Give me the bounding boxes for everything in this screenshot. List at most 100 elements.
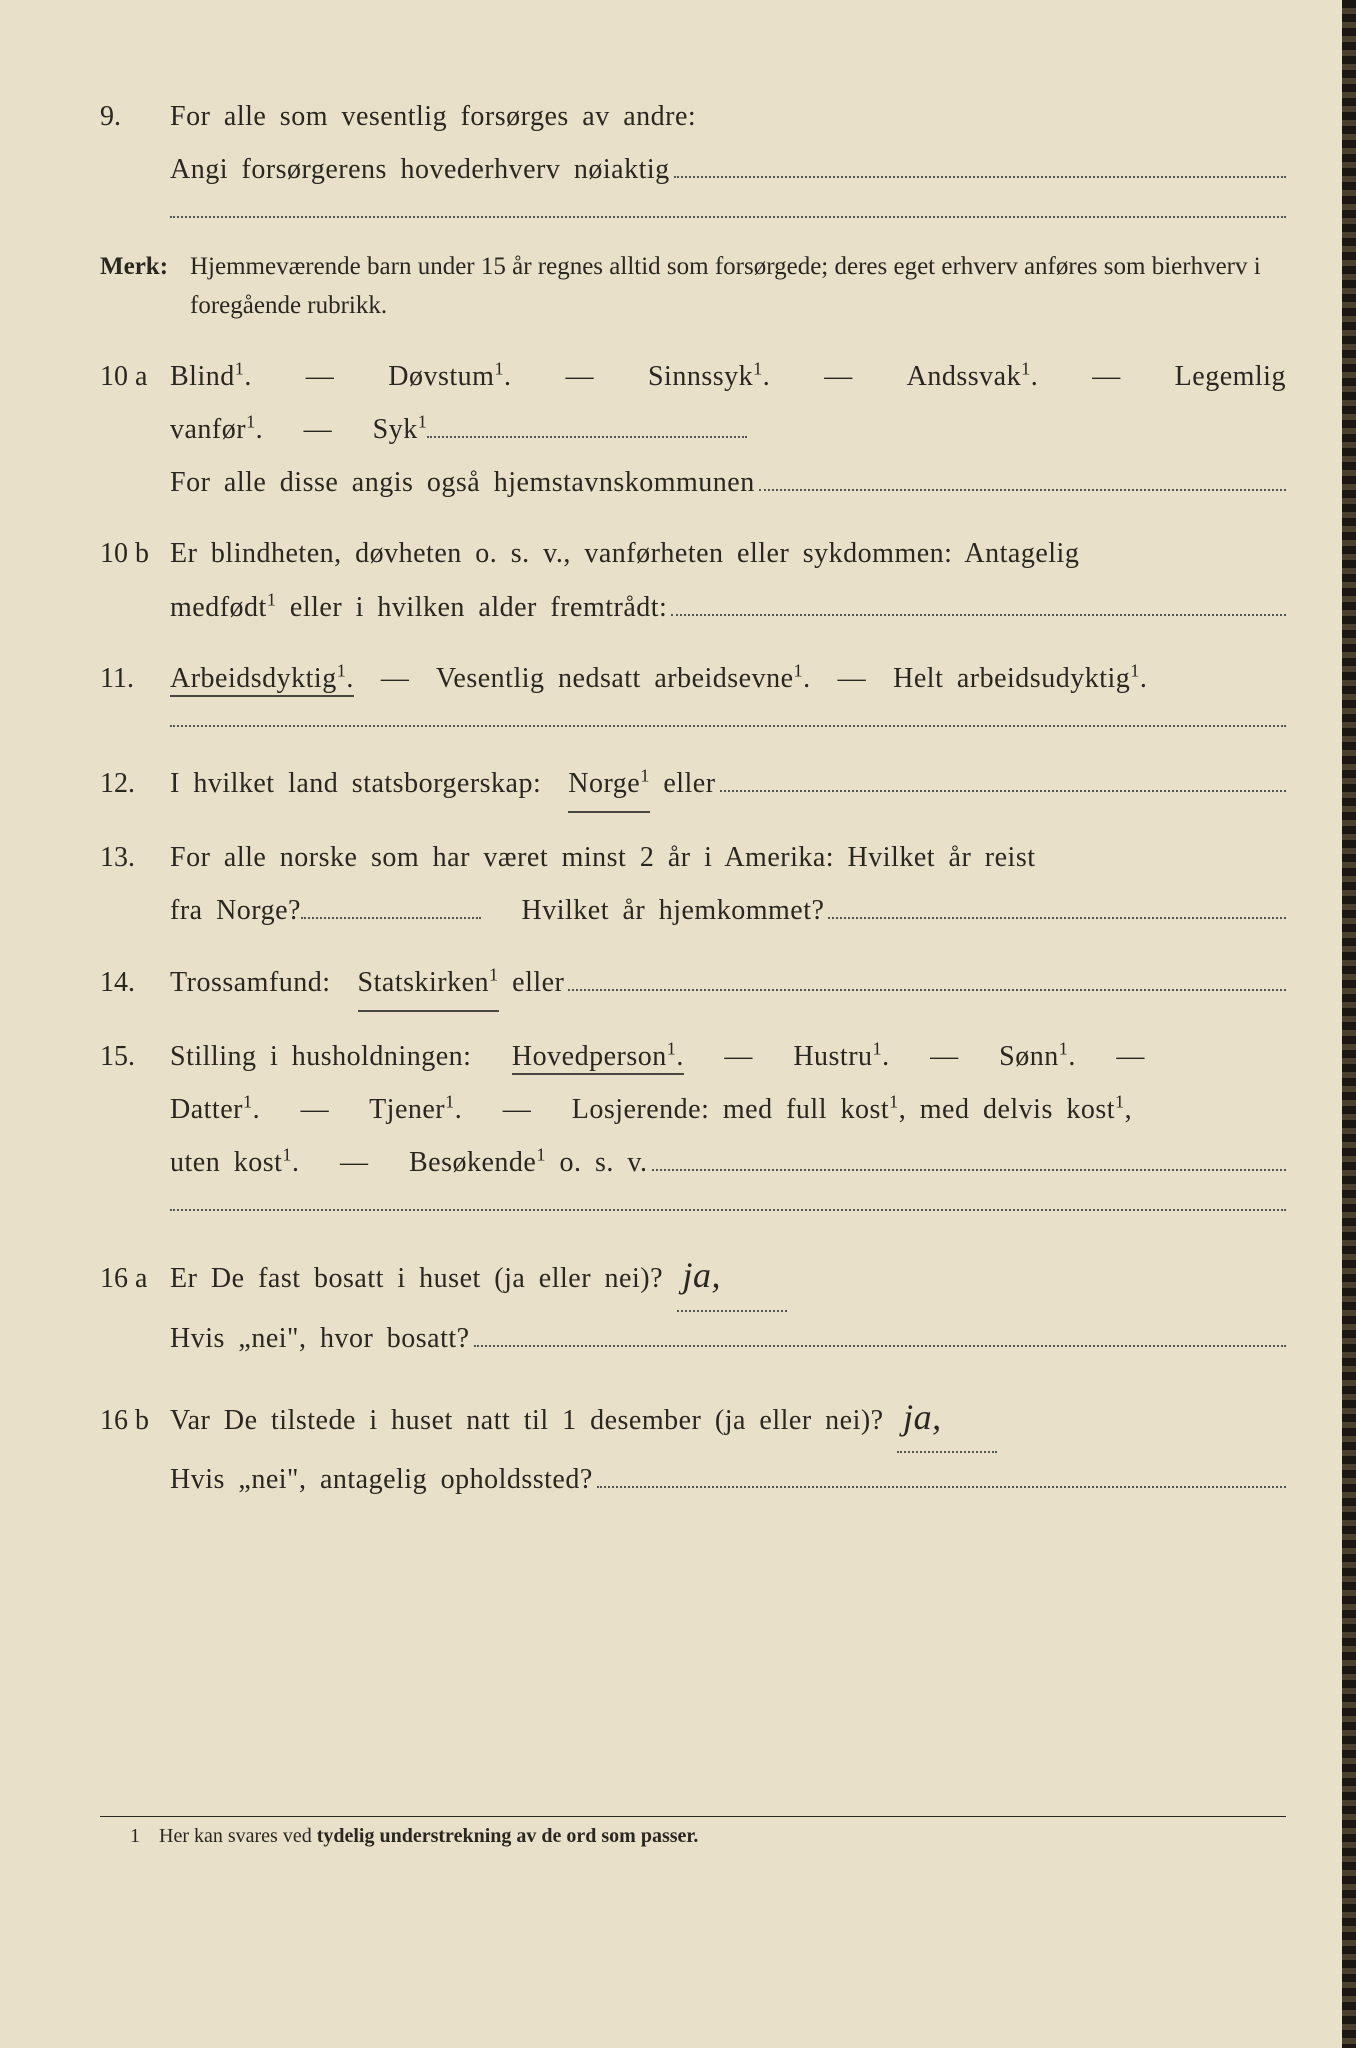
question-14: 14. Trossamfund: Statskirken1 eller — [100, 956, 1286, 1012]
divider — [170, 725, 1286, 727]
q9-number: 9. — [100, 90, 170, 143]
divider — [170, 1209, 1286, 1211]
opt-norge: Norge — [568, 768, 640, 799]
opt-arbeidsdyktig: Arbeidsdyktig — [170, 663, 337, 694]
sup: 1 — [243, 1092, 253, 1112]
sup: 1 — [445, 1092, 455, 1112]
q10b-line1: Er blindheten, døvheten o. s. v., vanfør… — [170, 527, 1286, 580]
fill-line — [674, 145, 1286, 179]
q10b-number: 10 b — [100, 527, 170, 580]
sup: 1 — [489, 964, 499, 984]
opt-hustru: Hustru — [793, 1041, 872, 1072]
sup: 1 — [1115, 1092, 1125, 1112]
sep: — — [381, 663, 410, 694]
sup: 1 — [753, 359, 763, 379]
q13-fra-norge: fra Norge? — [170, 884, 301, 937]
sup: 1 — [282, 1145, 292, 1165]
q16a-content: Er De fast bosatt i huset (ja eller nei)… — [170, 1241, 1286, 1365]
fill-line — [720, 758, 1286, 792]
q15-line2: Datter1. — Tjener1. — Losjerende: med fu… — [170, 1083, 1286, 1136]
opt-legemlig: Legemlig — [1175, 350, 1286, 403]
sup: 1 — [889, 1092, 899, 1112]
q15-number: 15. — [100, 1030, 170, 1083]
opt-vanfor: vanfør — [170, 414, 246, 445]
q16b-line2: Hvis „nei", antagelig opholdssted? — [170, 1453, 593, 1506]
opt-dovstum: Døvstum — [388, 361, 494, 392]
q9-content: For alle som vesentlig forsørges av andr… — [170, 90, 1286, 196]
form-page: 9. For alle som vesentlig forsørges av a… — [100, 90, 1286, 1506]
sep: — — [503, 1094, 532, 1125]
q13-line2-row: fra Norge? Hvilket år hjemkommet? — [170, 884, 1286, 937]
q10b-line2-row: medfødt1 eller i hvilken alder fremtrådt… — [170, 581, 1286, 634]
sep: — — [838, 663, 867, 694]
sup: 1 — [873, 1038, 883, 1058]
fill-line — [427, 436, 747, 438]
divider — [170, 216, 1286, 218]
q15-text: Stilling i husholdningen: — [170, 1041, 471, 1072]
q15-content: Stilling i husholdningen: Hovedperson1. … — [170, 1030, 1286, 1190]
sup: 1 — [267, 589, 277, 609]
sup: 1 — [667, 1038, 677, 1058]
sup: 1 — [1130, 660, 1140, 680]
q10a-line2: vanfør1. — Syk1 — [170, 403, 1286, 456]
q16b-answer: ja, — [897, 1397, 948, 1437]
sep: — — [566, 350, 595, 403]
answer-line: ja, — [677, 1241, 787, 1311]
fill-line — [568, 957, 1286, 991]
sup: 1 — [536, 1145, 546, 1165]
sep: — — [930, 1041, 959, 1072]
answer-line: ja, — [897, 1383, 997, 1453]
merk-note: Merk: Hjemmeværende barn under 15 år reg… — [100, 248, 1286, 326]
opt-delvis-kost: med delvis kost — [920, 1094, 1115, 1125]
opt-statskirken: Statskirken — [358, 967, 490, 998]
fill-line — [597, 1455, 1286, 1489]
q10a-line3-row: For alle disse angis også hjemstavnskomm… — [170, 456, 1286, 509]
sep: — — [724, 1041, 753, 1072]
q16b-line2-row: Hvis „nei", antagelig opholdssted? — [170, 1453, 1286, 1506]
sup: 1 — [1059, 1038, 1069, 1058]
opt-tjener: Tjener — [369, 1094, 445, 1125]
footnote-marker: 1 — [130, 1825, 140, 1847]
q16a-answer: ja, — [677, 1255, 728, 1295]
question-16b: 16 b Var De tilstede i huset natt til 1 … — [100, 1383, 1286, 1507]
sup: 1 — [235, 359, 245, 379]
opt-hovedperson: Hovedperson — [512, 1041, 667, 1072]
question-12: 12. I hvilket land statsborgerskap: Norg… — [100, 757, 1286, 813]
q10a-content: Blind1. — Døvstum1. — Sinnssyk1. — Andss… — [170, 350, 1286, 510]
q12-number: 12. — [100, 757, 170, 810]
q16a-line1: Er De fast bosatt i huset (ja eller nei)… — [170, 1263, 663, 1294]
q11-content: Arbeidsdyktig1. — Vesentlig nedsatt arbe… — [170, 652, 1286, 705]
sep: — — [1092, 350, 1121, 403]
q16b-number: 16 b — [100, 1394, 170, 1447]
q16b-content: Var De tilstede i huset natt til 1 desem… — [170, 1383, 1286, 1507]
q10b-medfodt: medfødt — [170, 592, 267, 623]
sep: — — [824, 350, 853, 403]
q15-line3-row: uten kost1. — Besøkende1 o. s. v. — [170, 1136, 1286, 1189]
q13-line1: For alle norske som har været minst 2 år… — [170, 831, 1286, 884]
q13-hjemkommet: Hvilket år hjemkommet? — [521, 884, 824, 937]
q14-content: Trossamfund: Statskirken1 eller — [170, 956, 1286, 1012]
sep: — — [340, 1147, 369, 1178]
sup: 1 — [418, 412, 428, 432]
q16b-line1: Var De tilstede i huset natt til 1 desem… — [170, 1405, 884, 1436]
sup: 1 — [794, 660, 804, 680]
footnote-bold: tydelig understrekning av de ord som pas… — [317, 1825, 699, 1847]
opt-sinnssyk: Sinnssyk — [648, 361, 753, 392]
q11-number: 11. — [100, 652, 170, 705]
question-13: 13. For alle norske som har været minst … — [100, 831, 1286, 937]
question-9: 9. For alle som vesentlig forsørges av a… — [100, 90, 1286, 196]
opt-besokende: Besøkende — [409, 1147, 536, 1178]
question-16a: 16 a Er De fast bosatt i huset (ja eller… — [100, 1241, 1286, 1365]
sep: — — [304, 414, 333, 445]
opt-udyktig: Helt arbeidsudyktig — [893, 663, 1130, 694]
question-15: 15. Stilling i husholdningen: Hovedperso… — [100, 1030, 1286, 1190]
opt-datter: Datter — [170, 1094, 243, 1125]
opt-blind: Blind — [170, 361, 235, 392]
q12-text: I hvilket land statsborgerskap: — [170, 757, 541, 810]
footnote-text1: Her kan svares ved — [159, 1825, 317, 1847]
q10b-line2b: eller i hvilken alder fremtrådt: — [276, 592, 667, 623]
fill-line — [828, 886, 1286, 920]
q16a-line2: Hvis „nei", hvor bosatt? — [170, 1312, 470, 1365]
q13-number: 13. — [100, 831, 170, 884]
question-10b: 10 b Er blindheten, døvheten o. s. v., v… — [100, 527, 1286, 633]
